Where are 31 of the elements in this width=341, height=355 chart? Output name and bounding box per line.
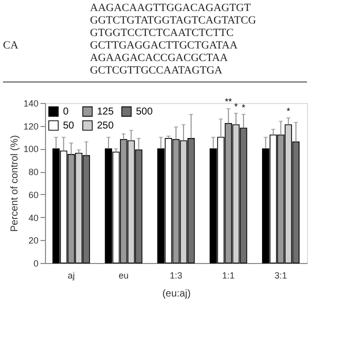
text: GGTCTGTATGGTAGTCAGTATCG [90,14,256,26]
text: CA [3,40,18,52]
legend-label: 125 [97,106,114,118]
y-tick-label: 0 [33,258,38,268]
data-label: ** [224,96,232,107]
legend-label: 0 [63,106,69,118]
y-tick-label: 20 [28,236,38,246]
y-tick-label: 80 [28,167,38,178]
legend-label: 500 [136,106,154,118]
data-label: * [234,101,238,112]
y-tick-label: 40 [28,212,38,223]
text: AGAAGACACCGACGCTAA [90,52,228,64]
text: GCTTGAGGACTTGCTGATAA [90,40,238,52]
x-tick-label: 1:1 [222,270,235,280]
data-label: * [242,102,246,112]
y-tick-label: 140 [23,98,38,108]
legend-label: 50 [63,120,75,132]
x-axis-title: (eu:aj) [162,288,191,300]
text: AAGACAAGTTGGACAGAGTGT [90,2,251,14]
x-tick-label: 3:1 [274,270,288,280]
data-label: * [286,106,291,116]
y-tick-label: 120 [23,121,38,132]
text: GCTCGTTGCCAATAGTGA [90,64,222,76]
text: GTGGTCCTCTCAATCTCTTC [90,27,234,39]
x-tick-label: 1:3 [170,270,182,280]
y-tick-label: 60 [28,190,38,200]
y-tick-label: 100 [23,144,38,154]
x-tick-label: eu [118,270,129,280]
y-axis-title: Percent of control (%) [9,135,20,232]
legend-label: 250 [97,120,114,132]
x-tick-label: aj [68,270,75,280]
